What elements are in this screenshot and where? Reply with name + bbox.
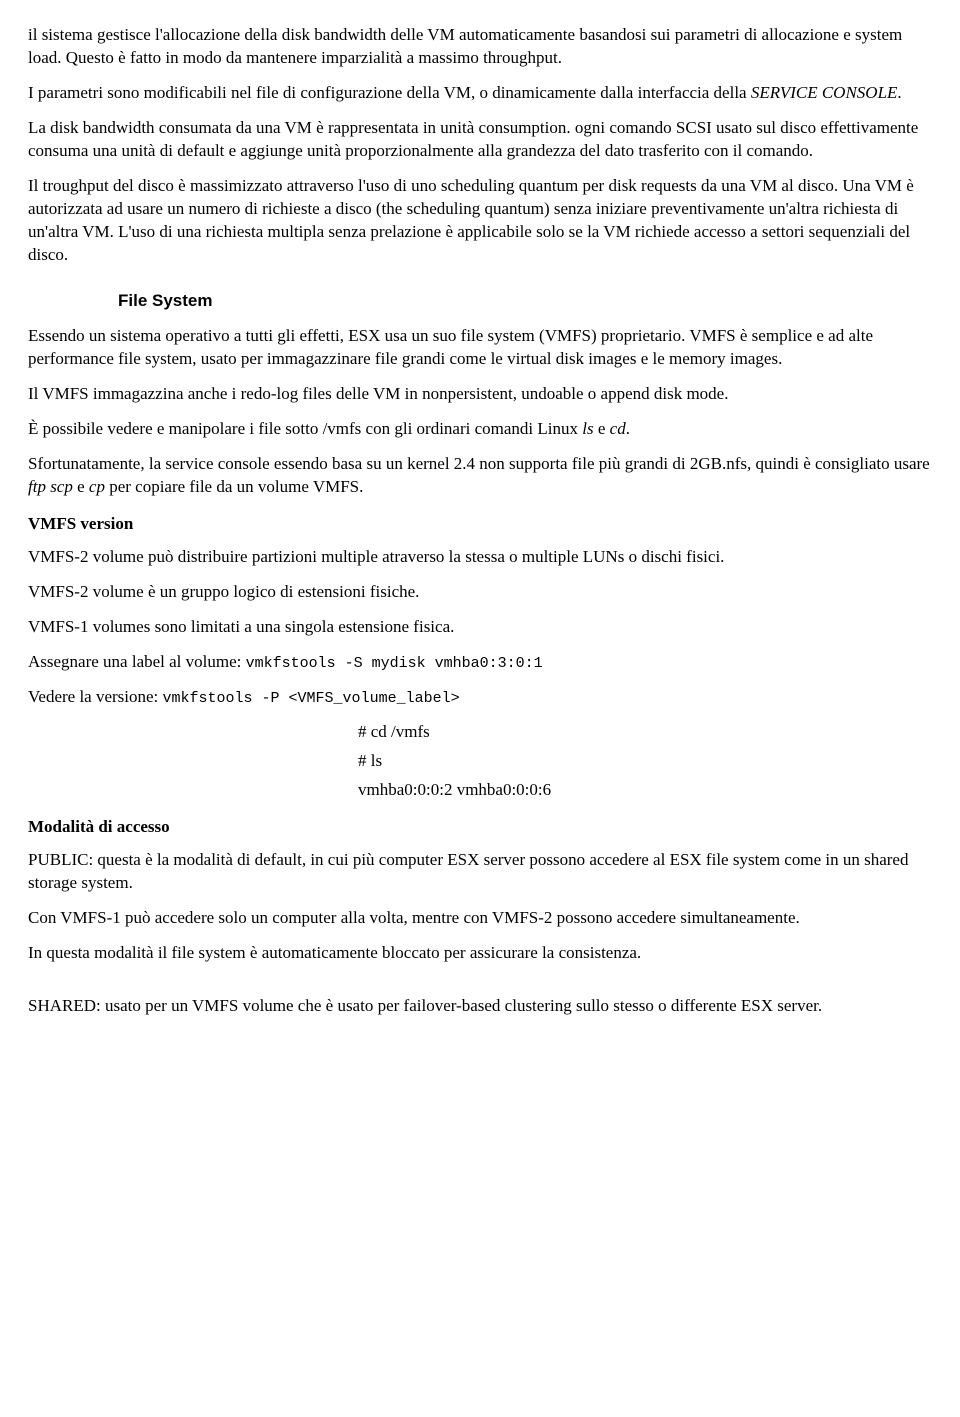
text-fragment: Sfortunatamente, la service console esse… bbox=[28, 454, 930, 473]
paragraph-vmfs1-limit: VMFS-1 volumes sono limitati a una singo… bbox=[28, 616, 932, 639]
paragraph-service-console: I parametri sono modificabili nel file d… bbox=[28, 82, 932, 105]
cmd-vmkfstools-label: vmkfstools -S mydisk vmhba0:3:0:1 bbox=[246, 655, 543, 672]
text-fragment: . bbox=[626, 419, 630, 438]
paragraph-fs-commands: È possibile vedere e manipolare i file s… bbox=[28, 418, 932, 441]
spacer bbox=[28, 977, 932, 995]
paragraph-disk-bandwidth: il sistema gestisce l'allocazione della … bbox=[28, 24, 932, 70]
text-fragment: . bbox=[897, 83, 901, 102]
paragraph-vmfs-access: Con VMFS-1 può accedere solo un computer… bbox=[28, 907, 932, 930]
shell-output-block: # cd /vmfs # ls vmhba0:0:0:2 vmhba0:0:0:… bbox=[358, 721, 932, 802]
subheading-vmfs-version: VMFS version bbox=[28, 513, 932, 536]
paragraph-fs-limit: Sfortunatamente, la service console esse… bbox=[28, 453, 932, 499]
paragraph-public-mode: PUBLIC: questa è la modalità di default,… bbox=[28, 849, 932, 895]
paragraph-shared-mode: SHARED: usato per un VMFS volume che è u… bbox=[28, 995, 932, 1018]
text-fragment: È possibile vedere e manipolare i file s… bbox=[28, 419, 582, 438]
subheading-modalita-accesso: Modalità di accesso bbox=[28, 816, 932, 839]
text-fragment: e bbox=[594, 419, 610, 438]
heading-file-system: File System bbox=[118, 290, 932, 313]
paragraph-vmfs2-partitions: VMFS-2 volume può distribuire partizioni… bbox=[28, 546, 932, 569]
paragraph-fs-lock: In questa modalità il file system è auto… bbox=[28, 942, 932, 965]
cmd-vmkfstools-version: vmkfstools -P <VMFS_volume_label> bbox=[163, 690, 460, 707]
cmd-cd: cd bbox=[610, 419, 626, 438]
paragraph-throughput: Il troughput del disco è massimizzato at… bbox=[28, 175, 932, 267]
paragraph-vmfs2-group: VMFS-2 volume è un gruppo logico di este… bbox=[28, 581, 932, 604]
paragraph-fs-intro: Essendo un sistema operativo a tutti gli… bbox=[28, 325, 932, 371]
shell-output: vmhba0:0:0:2 vmhba0:0:0:6 bbox=[358, 779, 932, 802]
text-fragment: per copiare file da un volume VMFS. bbox=[105, 477, 363, 496]
paragraph-consumption: La disk bandwidth consumata da una VM è … bbox=[28, 117, 932, 163]
paragraph-label-volume: Assegnare una label al volume: vmkfstool… bbox=[28, 651, 932, 674]
paragraph-fs-redolog: Il VMFS immagazzina anche i redo-log fil… bbox=[28, 383, 932, 406]
shell-cd: # cd /vmfs bbox=[358, 721, 932, 744]
cmd-cp: cp bbox=[89, 477, 105, 496]
paragraph-see-version: Vedere la versione: vmkfstools -P <VMFS_… bbox=[28, 686, 932, 709]
text-fragment: I parametri sono modificabili nel file d… bbox=[28, 83, 751, 102]
cmd-ftp-scp: ftp scp bbox=[28, 477, 73, 496]
text-service-console: SERVICE CONSOLE bbox=[751, 83, 898, 102]
text-fragment: Assegnare una label al volume: bbox=[28, 652, 246, 671]
text-fragment: Vedere la versione: bbox=[28, 687, 163, 706]
shell-ls: # ls bbox=[358, 750, 932, 773]
cmd-ls: ls bbox=[582, 419, 593, 438]
text-fragment: e bbox=[73, 477, 89, 496]
